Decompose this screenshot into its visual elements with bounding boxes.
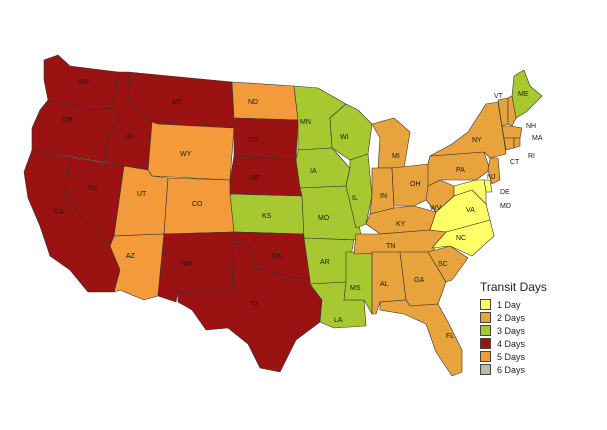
- state-label-CT: CT: [510, 159, 520, 166]
- state-label-DE: DE: [500, 189, 510, 196]
- legend-item-1-day: 1 Day: [480, 298, 590, 311]
- state-label-NH: NH: [526, 123, 536, 130]
- state-label-NC: NC: [456, 235, 466, 242]
- state-label-NY: NY: [472, 137, 482, 144]
- legend-swatch-5-days: [480, 351, 491, 362]
- state-labels: WA OR CA NV ID MT WY UT AZ CO NM ND SD N…: [54, 79, 543, 340]
- state-label-IN: IN: [380, 193, 387, 200]
- state-label-NJ: NJ: [487, 174, 496, 181]
- state-label-KS: KS: [262, 213, 272, 220]
- state-MA: [501, 125, 523, 139]
- state-NE: [229, 155, 303, 197]
- state-WI: [329, 103, 373, 161]
- state-label-IL: IL: [352, 195, 358, 202]
- state-label-SC: SC: [438, 261, 448, 268]
- legend-item-3-days: 3 Days: [480, 324, 590, 337]
- state-NY: [429, 101, 507, 159]
- state-label-GA: GA: [414, 277, 424, 284]
- state-FL: [379, 299, 463, 377]
- state-label-AZ: AZ: [126, 253, 136, 260]
- state-label-CA: CA: [54, 209, 64, 216]
- state-label-UT: UT: [137, 191, 147, 198]
- state-label-ME: ME: [518, 91, 529, 98]
- state-label-TN: TN: [386, 243, 395, 250]
- legend-label-5-days: 5 Days: [497, 351, 526, 362]
- state-label-MT: MT: [172, 99, 183, 106]
- state-IL: [345, 153, 373, 229]
- legend-swatch-2-days: [480, 312, 491, 323]
- state-TX: [177, 243, 323, 373]
- state-label-RI: RI: [528, 153, 535, 160]
- state-CT: [503, 137, 515, 151]
- state-label-WA: WA: [78, 79, 89, 86]
- legend: Transit Days 1 Day 2 Days 3 Days 4 Days …: [480, 280, 590, 376]
- state-label-KY: KY: [396, 221, 406, 228]
- state-label-PA: PA: [456, 167, 465, 174]
- state-label-ID: ID: [126, 134, 133, 141]
- state-label-SD: SD: [248, 137, 258, 144]
- legend-item-2-days: 2 Days: [480, 311, 590, 324]
- state-label-MN: MN: [300, 119, 311, 126]
- state-label-NE: NE: [250, 175, 260, 182]
- state-label-NM: NM: [181, 261, 192, 268]
- state-TN: [353, 229, 447, 255]
- state-label-WY: WY: [180, 151, 192, 158]
- legend-swatch-6-days: [480, 364, 491, 375]
- state-label-MI: MI: [392, 153, 400, 160]
- legend-item-4-days: 4 Days: [480, 337, 590, 350]
- legend-swatch-4-days: [480, 338, 491, 349]
- state-label-FL: FL: [446, 333, 454, 340]
- state-label-MS: MS: [350, 285, 361, 292]
- legend-item-5-days: 5 Days: [480, 350, 590, 363]
- state-label-WI: WI: [340, 134, 349, 141]
- state-label-IA: IA: [310, 168, 317, 175]
- state-label-AL: AL: [380, 281, 389, 288]
- state-label-MO: MO: [318, 215, 330, 222]
- state-ND: [231, 81, 299, 121]
- state-label-CO: CO: [192, 201, 203, 208]
- state-label-VT: VT: [494, 93, 504, 100]
- state-label-LA: LA: [334, 317, 343, 324]
- state-label-ND: ND: [248, 99, 258, 106]
- state-SC: [427, 245, 469, 283]
- state-RI: [513, 137, 521, 149]
- state-label-AR: AR: [320, 259, 330, 266]
- state-IN: [369, 167, 395, 215]
- state-label-MA: MA: [532, 135, 543, 142]
- legend-label-1-day: 1 Day: [497, 299, 521, 310]
- state-label-OR: OR: [62, 117, 73, 124]
- legend-label-2-days: 2 Days: [497, 312, 526, 323]
- state-label-TX: TX: [250, 301, 259, 308]
- state-label-OH: OH: [410, 181, 421, 188]
- state-SD: [233, 117, 299, 161]
- legend-swatch-1-day: [480, 299, 491, 310]
- state-OH: [391, 163, 435, 207]
- state-MD: [453, 179, 487, 205]
- legend-title: Transit Days: [480, 280, 547, 294]
- legend-label-4-days: 4 Days: [497, 338, 526, 349]
- state-label-OK: OK: [272, 253, 282, 260]
- legend-label-3-days: 3 Days: [497, 325, 526, 336]
- state-label-NV: NV: [88, 185, 98, 192]
- state-NJ: [487, 157, 501, 185]
- legend-item-6-days: 6 Days: [480, 363, 590, 376]
- state-label-WV: WV: [430, 205, 442, 212]
- legend-swatch-3-days: [480, 325, 491, 336]
- state-MI: [371, 117, 411, 169]
- state-label-MD: MD: [500, 203, 511, 210]
- state-NH: [507, 95, 517, 127]
- state-label-VA: VA: [466, 207, 475, 214]
- state-NM: [157, 231, 235, 303]
- legend-label-6-days: 6 Days: [497, 364, 526, 375]
